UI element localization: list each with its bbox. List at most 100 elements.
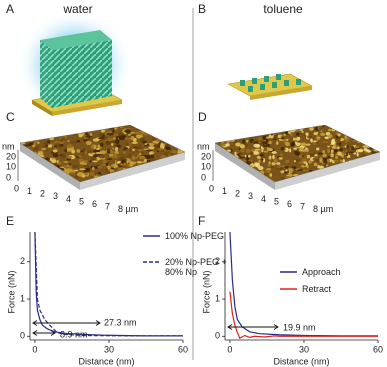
afm-grain bbox=[368, 125, 371, 128]
afm-grain bbox=[33, 121, 38, 124]
afm-grain bbox=[27, 127, 33, 132]
afm-grain bbox=[131, 155, 136, 161]
afm-grain bbox=[20, 161, 23, 166]
afm-grain bbox=[355, 129, 359, 135]
afm-grain bbox=[367, 136, 373, 141]
afm-grain bbox=[83, 172, 89, 176]
afm-grain bbox=[47, 140, 51, 144]
afm-grain bbox=[20, 170, 26, 173]
afm-grain bbox=[127, 186, 131, 190]
afm-grain bbox=[381, 171, 384, 174]
afm-grain bbox=[157, 176, 160, 180]
afm-grain bbox=[337, 174, 343, 178]
afm-grain bbox=[371, 174, 378, 179]
afm-grain bbox=[302, 125, 307, 126]
afm-grain bbox=[143, 127, 150, 132]
afm-grain bbox=[361, 140, 367, 144]
afm-grain bbox=[235, 125, 240, 129]
afm-grain bbox=[71, 149, 76, 154]
afm-grain bbox=[219, 168, 224, 173]
afm-grain bbox=[323, 141, 328, 144]
afm-grain bbox=[339, 148, 343, 152]
afm-grain bbox=[133, 180, 139, 182]
afm-grain bbox=[43, 127, 49, 130]
afm-grain bbox=[90, 145, 95, 149]
afm-grain bbox=[312, 118, 317, 122]
afm-grain bbox=[25, 144, 32, 147]
afm-grain bbox=[218, 161, 223, 166]
afm-grain bbox=[23, 154, 27, 158]
afm-grain bbox=[118, 136, 125, 141]
afm-grain bbox=[49, 129, 57, 135]
afm-grain bbox=[35, 120, 39, 124]
afm-grain bbox=[143, 128, 148, 132]
afm-grain bbox=[353, 172, 359, 175]
afm-grain bbox=[48, 178, 53, 182]
afm-grain bbox=[297, 125, 300, 127]
afm-grain bbox=[183, 126, 185, 130]
afm-grain bbox=[186, 146, 192, 148]
afm-grain bbox=[255, 185, 258, 188]
afm-grain bbox=[184, 166, 185, 170]
afm-edge bbox=[214, 124, 381, 183]
afm-grain bbox=[51, 175, 59, 178]
afm-grain bbox=[20, 181, 24, 182]
afm-grain bbox=[232, 169, 237, 173]
afm-grain bbox=[317, 125, 320, 131]
afm-grain bbox=[147, 172, 150, 176]
afm-grain bbox=[218, 122, 221, 124]
afm-grain bbox=[246, 133, 250, 137]
afm-grain bbox=[148, 146, 155, 150]
afm-grain bbox=[330, 126, 336, 129]
afm-grain bbox=[285, 169, 288, 172]
afm-grain bbox=[28, 177, 34, 181]
afm-grain bbox=[105, 187, 110, 191]
afm-grain bbox=[265, 138, 269, 143]
afm-grain bbox=[186, 161, 188, 165]
afm-grain bbox=[334, 173, 340, 177]
afm-grain bbox=[180, 140, 185, 144]
afm-grain bbox=[244, 188, 247, 191]
afm-grain bbox=[132, 120, 136, 124]
afm-grain bbox=[151, 173, 157, 178]
afm-grain bbox=[163, 167, 168, 170]
afm-grain bbox=[236, 171, 240, 175]
afm-grain bbox=[38, 165, 42, 170]
afm-grain bbox=[165, 178, 171, 181]
afm-grain bbox=[352, 127, 358, 132]
afm-grain bbox=[185, 160, 190, 162]
afm-grain bbox=[376, 121, 380, 124]
afm-grain bbox=[226, 167, 230, 171]
afm-x-tick: 2 bbox=[235, 189, 240, 199]
afm-grain bbox=[337, 175, 344, 178]
afm-grain bbox=[232, 169, 237, 174]
afm-grain bbox=[89, 172, 96, 176]
afm-grain bbox=[353, 125, 360, 126]
afm-grain bbox=[360, 168, 367, 171]
afm-grain bbox=[268, 160, 271, 165]
afm-grain bbox=[293, 126, 297, 132]
afm-grain bbox=[52, 149, 58, 153]
afm-grain bbox=[117, 160, 121, 163]
afm-grain bbox=[290, 133, 294, 137]
afm-grain bbox=[209, 129, 213, 131]
afm-grain bbox=[141, 140, 147, 144]
afm-grain bbox=[262, 184, 266, 187]
afm-grain bbox=[264, 185, 268, 188]
afm-grain bbox=[43, 180, 49, 182]
afm-grain bbox=[148, 126, 152, 130]
afm-grain bbox=[240, 147, 245, 153]
afm-grain bbox=[133, 180, 136, 182]
afm-grain bbox=[280, 118, 286, 122]
afm-grain bbox=[369, 144, 375, 148]
afm-grain bbox=[47, 171, 53, 174]
afm-grain bbox=[215, 163, 217, 167]
afm-grain bbox=[372, 130, 376, 135]
afm-grain bbox=[24, 181, 30, 182]
afm-grain bbox=[359, 165, 365, 170]
afm-grain bbox=[113, 160, 116, 165]
afm-grain bbox=[345, 121, 349, 124]
afm-grain bbox=[215, 126, 218, 131]
afm-grain bbox=[220, 181, 223, 182]
